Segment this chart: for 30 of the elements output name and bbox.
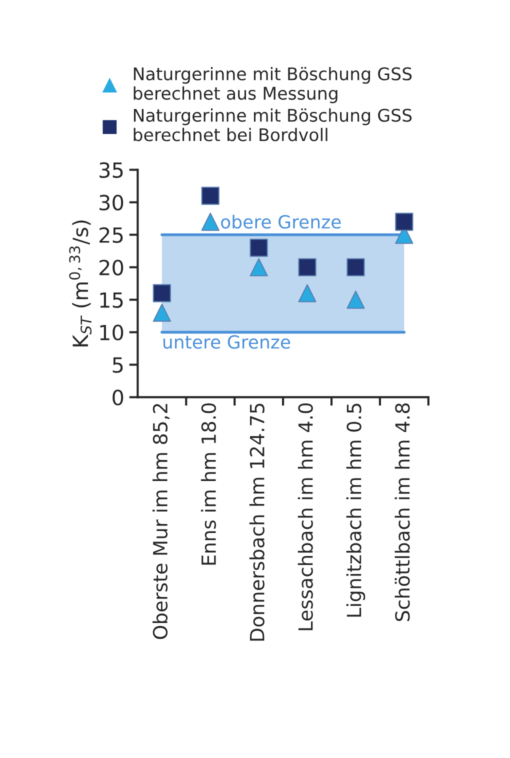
x-tick-label: Lessachbach im hm 4.0 xyxy=(298,403,313,630)
y-tick-label: 20 xyxy=(100,260,124,276)
point xyxy=(152,284,171,302)
point xyxy=(152,304,171,322)
y-tick-label: 10 xyxy=(100,324,124,340)
y-tick-label: 5 xyxy=(112,357,123,373)
point xyxy=(250,258,268,276)
point xyxy=(201,212,220,231)
ref-line-label: obere Grenze xyxy=(221,214,341,229)
x-tick-label: Lignitzbach im hm 0.5 xyxy=(346,404,366,617)
point xyxy=(298,258,316,276)
y-axis-title: K$_{ST}$ (m$^{0,33}$/s) xyxy=(69,220,92,346)
legend-label: Naturgerinne mit Böschung GSS berechnet bei Bordvoll xyxy=(134,108,412,142)
y-tick-label: 30 xyxy=(100,194,124,210)
x-tick-label: Oberste Mur im hm 85,2 xyxy=(152,404,170,639)
x-tick-label: Schöttlbach im hm 4.8 xyxy=(394,403,410,622)
y-tick-label: 15 xyxy=(100,292,123,308)
point xyxy=(395,212,414,231)
point xyxy=(250,238,268,257)
point xyxy=(201,186,220,205)
y-tick-label: 35 xyxy=(100,162,123,178)
x-tick-label: Donnersbach hm 124.75 xyxy=(249,404,264,641)
point xyxy=(346,290,365,309)
y-tick-label: 25 xyxy=(100,227,123,243)
x-tick-label: Enns im hm 18.0 xyxy=(200,403,216,565)
point xyxy=(346,258,365,276)
ref-line-label: untere Grenze xyxy=(163,335,290,349)
y-tick-label: 0 xyxy=(112,390,124,406)
legend-label: Naturgerinne mit Böschung GSS berechnet aus Messung xyxy=(134,66,412,104)
point xyxy=(298,284,316,302)
